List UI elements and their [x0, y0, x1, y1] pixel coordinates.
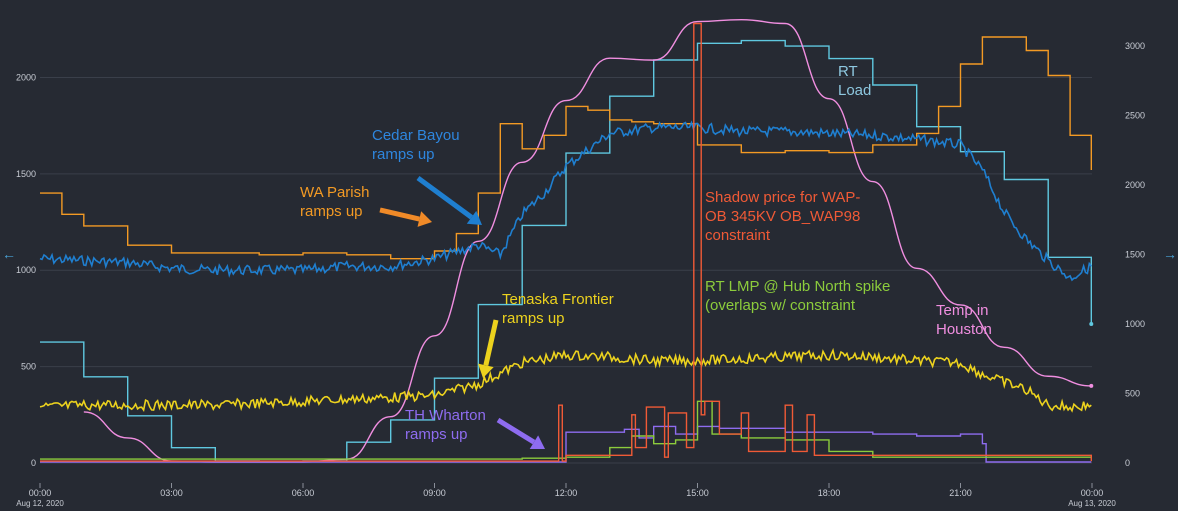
series-temp-in-houston-end-marker [1089, 383, 1094, 388]
x-tick-label: 03:00 [160, 488, 183, 498]
annotation-arrow-head [466, 210, 482, 225]
x-end-date-label: Aug 13, 2020 [1068, 499, 1116, 508]
series-temp-in-houston [83, 18, 1092, 463]
y-left-tick-label: 500 [21, 362, 36, 372]
annotation-line: ramps up [372, 146, 435, 163]
x-tick-label: 12:00 [555, 488, 578, 498]
series-tenaska-frontier [39, 347, 1092, 413]
series-rt-lmp-hub-north-spike [40, 400, 1092, 460]
y-right-tick-label: 0 [1125, 458, 1130, 468]
annotation-line: ramps up [300, 203, 363, 220]
annotation-shadow-price-for-wap: Shadow price for WAP- OB 345KV OB_WAP98co… [705, 189, 860, 244]
y-left-tick-label: 0 [31, 458, 36, 468]
y-right-tick-label: 3000 [1125, 41, 1145, 51]
series-rt-load-end-marker [1089, 322, 1094, 327]
annotation-line: RT [838, 63, 858, 80]
x-tick-label: 09:00 [423, 488, 446, 498]
annotation-th-wharton: TH Wharton ramps up [405, 407, 545, 449]
y-right-tick-label: 2000 [1125, 180, 1145, 190]
series-cedar-bayou [39, 120, 1092, 282]
annotation-rt: RT Load [838, 63, 871, 99]
annotation-line: OB 345KV OB_WAP98 [705, 208, 860, 225]
axes-layer: 0 500 1000 1500 2000 0 500 1000 1500 2000 2500 3000… [16, 41, 1145, 508]
series-wa-parish [40, 36, 1092, 260]
y-right-tick-label: 1000 [1125, 319, 1145, 329]
series-shadow-price-for-wap-ob-345kv-ob-wap98-constraint [40, 22, 1092, 462]
annotation-wa-parish: WA Parish ramps up [300, 184, 432, 227]
x-tick-label: 00:00 [1081, 488, 1104, 498]
annotation-line: TH Wharton [405, 407, 486, 424]
pan-right-arrow[interactable]: → [1163, 246, 1177, 262]
annotation-arrow-head [417, 211, 432, 227]
annotation-arrow-head [529, 435, 545, 449]
annotation-arrow-shaft [483, 319, 499, 366]
x-tick-label: 00:00 [29, 488, 52, 498]
annotation-arrow-shaft [379, 207, 420, 222]
x-start-date-label: Aug 12, 2020 [16, 499, 64, 508]
annotation-arrow-shaft [496, 417, 536, 445]
annotation-line: constraint [705, 227, 771, 244]
annotation-line: Houston [936, 321, 992, 338]
annotation-line: Cedar Bayou [372, 127, 460, 144]
x-tick-label: 18:00 [818, 488, 841, 498]
y-left-tick-label: 2000 [16, 72, 36, 82]
annotation-line: Shadow price for WAP- [705, 189, 860, 206]
annotation-tenaska-frontier: Tenaska Frontier ramps up [478, 291, 614, 378]
annotation-line: ramps up [405, 426, 468, 443]
y-left-tick-label: 1500 [16, 169, 36, 179]
x-tick-label: 06:00 [292, 488, 315, 498]
x-tick-label: 21:00 [949, 488, 972, 498]
annotation-arrow-shaft [416, 175, 474, 220]
x-tick-label: 15:00 [686, 488, 709, 498]
annotation-line: RT LMP @ Hub North spike [705, 278, 890, 295]
annotation-temp-in: Temp in Houston [936, 302, 992, 338]
annotation-line: WA Parish [300, 184, 369, 201]
pan-left-arrow[interactable]: ← [2, 246, 16, 262]
annotation-arrow-head [478, 363, 494, 378]
annotation-line: ramps up [502, 310, 565, 327]
y-right-tick-label: 2500 [1125, 111, 1145, 121]
annotation-line: Temp in [936, 302, 989, 319]
series-rt-load [40, 39, 1092, 463]
annotation-line: Tenaska Frontier [502, 291, 614, 308]
annotation-line: (overlaps w/ constraint [705, 297, 856, 314]
y-left-tick-label: 1000 [16, 265, 36, 275]
series-layer [39, 18, 1094, 463]
annotation-cedar-bayou: Cedar Bayou ramps up [372, 127, 482, 225]
annotation-rt-lmp-hub-north-spike: RT LMP @ Hub North spike (overlaps w/ con… [705, 278, 890, 314]
y-right-tick-label: 1500 [1125, 250, 1145, 260]
annotation-line: Load [838, 82, 871, 99]
y-right-tick-label: 500 [1125, 389, 1140, 399]
